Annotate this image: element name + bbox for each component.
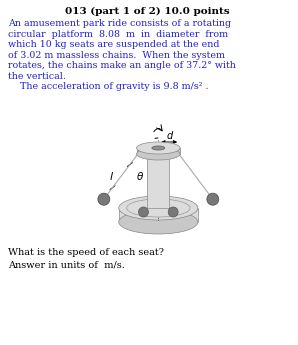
Text: rotates, the chains make an angle of 37.2° with: rotates, the chains make an angle of 37.… bbox=[8, 61, 236, 70]
Bar bbox=[119, 208, 198, 222]
Text: 013 (part 1 of 2) 10.0 points: 013 (part 1 of 2) 10.0 points bbox=[65, 7, 230, 16]
Ellipse shape bbox=[152, 146, 165, 150]
Circle shape bbox=[168, 207, 178, 217]
Text: the vertical.: the vertical. bbox=[8, 71, 66, 80]
Bar bbox=[136, 148, 180, 154]
Circle shape bbox=[139, 207, 148, 217]
Text: of 3.02 m massless chains.  When the system: of 3.02 m massless chains. When the syst… bbox=[8, 50, 225, 59]
Text: $l$: $l$ bbox=[109, 170, 114, 182]
Text: $\theta$: $\theta$ bbox=[136, 170, 145, 182]
Ellipse shape bbox=[136, 148, 180, 160]
Ellipse shape bbox=[136, 142, 180, 154]
Circle shape bbox=[98, 193, 110, 205]
Circle shape bbox=[207, 193, 219, 205]
Text: which 10 kg seats are suspended at the end: which 10 kg seats are suspended at the e… bbox=[8, 40, 219, 49]
Ellipse shape bbox=[119, 210, 198, 234]
Text: The acceleration of gravity is 9.8 m/s² .: The acceleration of gravity is 9.8 m/s² … bbox=[8, 82, 208, 91]
Ellipse shape bbox=[119, 196, 198, 220]
Text: An amusement park ride consists of a rotating: An amusement park ride consists of a rot… bbox=[8, 19, 231, 28]
Text: circular  platform  8.08  m  in  diameter  from: circular platform 8.08 m in diameter fro… bbox=[8, 30, 228, 39]
Text: $d$: $d$ bbox=[166, 129, 174, 141]
Text: What is the speed of each seat?: What is the speed of each seat? bbox=[8, 248, 164, 257]
Ellipse shape bbox=[127, 199, 190, 217]
Bar bbox=[148, 154, 169, 208]
Text: Answer in units of  m/s.: Answer in units of m/s. bbox=[8, 260, 125, 269]
